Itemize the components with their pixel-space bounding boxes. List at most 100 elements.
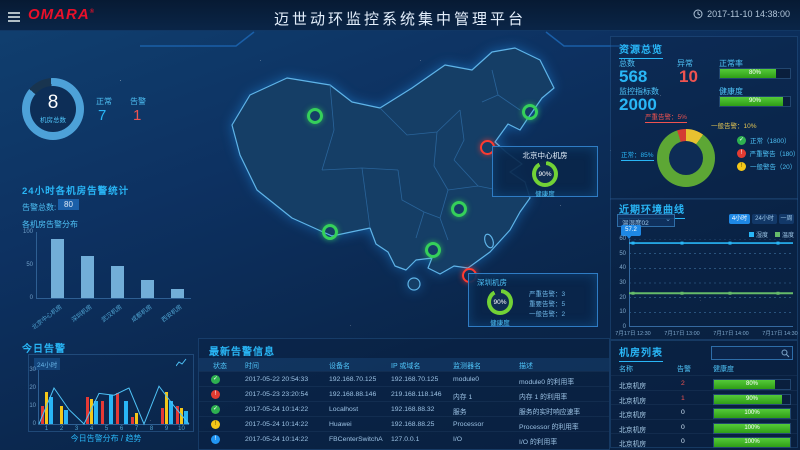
room-row[interactable]: 北京机房 0 100% bbox=[611, 418, 797, 435]
column-header: 设备名 bbox=[329, 363, 350, 370]
y-tick: 0 bbox=[29, 295, 33, 301]
x-tick: 8 bbox=[149, 426, 154, 432]
cell: 192.168.70.125 bbox=[391, 376, 439, 383]
x-tick: 7月17日 14:30 bbox=[762, 331, 798, 337]
cell: 192.168.88.146 bbox=[329, 391, 377, 398]
room-name: 北京机房 bbox=[619, 426, 647, 434]
today-chart: 0 10 20 30 1 2 3 4 5 6 7 8 9 10 bbox=[29, 367, 190, 432]
room-row[interactable]: 北京机房 0 100% bbox=[611, 433, 797, 449]
cell: module0 bbox=[453, 376, 480, 383]
today-bar bbox=[60, 406, 64, 424]
room-alarm-label: 告警 bbox=[130, 97, 146, 106]
legend-status-icon: ✓ bbox=[737, 135, 746, 145]
today-bar bbox=[116, 393, 120, 424]
room-search-input[interactable] bbox=[714, 347, 780, 359]
room-list-title: 机房列表 bbox=[619, 344, 663, 362]
table-row[interactable]: ! 2017-05-24 10:14:22 Huawei 192.168.88.25 P… bbox=[199, 416, 609, 432]
resource-donut-chart bbox=[657, 129, 715, 187]
room-row[interactable]: 北京机房 1 90% bbox=[611, 389, 797, 406]
latest-alarm-panel: 最新告警信息 状态 时间 设备名 IP 或域名 监测器名 描述 ✓ 2017-05-22 2… bbox=[198, 338, 610, 450]
header-bar: OMARA® 2017-11-10 14:38:00 bbox=[0, 0, 800, 31]
y-tick: 50 bbox=[26, 262, 33, 268]
table-row[interactable]: ✓ 2017-05-24 10:14:22 Localhost 192.168.88.… bbox=[199, 401, 609, 417]
resource-title: 资源总览 bbox=[619, 41, 663, 59]
room-row[interactable]: 北京机房 2 80% bbox=[611, 375, 797, 391]
map-marker-normal[interactable] bbox=[307, 108, 323, 124]
bar-成都机房 bbox=[141, 280, 154, 298]
x-tick: 6 bbox=[119, 426, 124, 432]
y-tick: 10 bbox=[29, 403, 36, 409]
brand-logo: OMARA® bbox=[28, 6, 96, 23]
today-bar bbox=[176, 406, 180, 424]
today-bar bbox=[64, 409, 68, 424]
beijing-health-label: 健康度 bbox=[535, 191, 555, 198]
room-total-label: 机房总数 bbox=[40, 117, 66, 124]
cell: 服务的实时响应速率 bbox=[519, 409, 581, 416]
status-critical-icon: ! bbox=[211, 390, 220, 399]
room-alarm-value: 1 bbox=[133, 107, 142, 124]
today-chart-frame bbox=[28, 354, 194, 432]
sensor-dropdown[interactable]: 温湿度02 ⌄ bbox=[617, 214, 675, 227]
cell: 2017-05-24 10:14:22 bbox=[245, 436, 309, 443]
room-name: 北京机房 bbox=[619, 441, 647, 448]
cell: 192.168.70.125 bbox=[329, 376, 377, 383]
x-tick: 7月17日 13:00 bbox=[664, 331, 700, 337]
cell: module0 的利用率 bbox=[519, 379, 575, 386]
today-bar bbox=[165, 391, 169, 424]
room-health-value: 100% bbox=[744, 424, 760, 431]
resource-abnormal-label: 异常 bbox=[677, 59, 693, 68]
shenzhen-health-donut: 90% bbox=[487, 289, 513, 315]
room-name: 北京机房 bbox=[619, 397, 647, 405]
resource-total-label: 总数 bbox=[619, 59, 635, 68]
x-tick: 2 bbox=[59, 426, 64, 432]
today-range-badge[interactable]: 24小时 bbox=[34, 358, 61, 370]
map-marker-normal[interactable] bbox=[451, 201, 467, 217]
room-alarm-count: 1 bbox=[681, 394, 685, 402]
y-tick: 30 bbox=[619, 280, 626, 286]
legend-item: ! 严重警告（180） bbox=[737, 148, 799, 158]
cell: 127.0.0.1 bbox=[391, 436, 420, 443]
donut-general-label: 一般告警：10% bbox=[711, 123, 757, 130]
cell: 219.168.118.146 bbox=[391, 391, 442, 398]
env-range-tabs: 4小时 24小时 一周 bbox=[729, 214, 795, 224]
today-bar bbox=[184, 411, 188, 424]
table-row[interactable]: ✓ 2017-05-22 20:54:33 192.168.70.125 192.16… bbox=[199, 371, 609, 387]
datetime-display: 2017-11-10 14:38:00 bbox=[693, 9, 790, 19]
resource-abnormal-value: 10 bbox=[679, 67, 698, 86]
today-bar bbox=[90, 398, 94, 424]
cell: 192.168.88.25 bbox=[391, 421, 435, 428]
map-marker-normal[interactable] bbox=[322, 224, 338, 240]
env-tab-24小时[interactable]: 24小时 bbox=[752, 214, 777, 224]
shenzhen-alarm-lines: 严重告警：3 重要告警：5 一般告警：2 bbox=[529, 291, 566, 318]
room-health-bar: 90% bbox=[713, 393, 791, 405]
cell: FBCenterSwitchA bbox=[329, 436, 383, 443]
map-marker-normal[interactable] bbox=[522, 104, 538, 120]
legend-swatch bbox=[775, 232, 781, 237]
cell: 内存 1 的利用率 bbox=[519, 394, 568, 401]
china-map[interactable] bbox=[202, 40, 602, 335]
x-tick: 4 bbox=[89, 426, 94, 432]
y-tick: 50 bbox=[619, 250, 626, 257]
room-normal-label: 正常 bbox=[96, 97, 112, 106]
menu-icon[interactable] bbox=[8, 10, 20, 24]
room-total-donut bbox=[22, 78, 84, 140]
today-caption: 今日告警分布 / 趋势 bbox=[70, 434, 142, 443]
env-tab-4小时[interactable]: 4小时 bbox=[729, 214, 750, 224]
room-health-value: 80% bbox=[745, 381, 758, 387]
search-icon[interactable] bbox=[781, 349, 790, 358]
table-row[interactable]: ! 2017-05-23 23:20:54 192.168.88.146 219.16… bbox=[199, 386, 609, 402]
cell: I/O 的利用率 bbox=[519, 439, 558, 446]
y-tick: 10 bbox=[619, 309, 626, 316]
x-tick: 9 bbox=[164, 426, 169, 432]
room-row[interactable]: 北京机房 0 100% bbox=[611, 404, 797, 420]
room-health-value: 100% bbox=[744, 439, 760, 445]
alarm24-bar-chart: 0 50 100 北京中心机房 深圳机房 武汉机房 成都机房 西安机房 bbox=[23, 229, 191, 331]
line-chart-icon[interactable] bbox=[176, 358, 187, 367]
resource-total-value: 568 bbox=[619, 67, 648, 86]
room-health-bar: 100% bbox=[713, 422, 791, 434]
map-marker-normal[interactable] bbox=[425, 242, 441, 258]
table-row[interactable]: ! 2017-05-24 10:14:22 FBCenterSwitchA 127.0… bbox=[199, 431, 609, 447]
x-tick: 10 bbox=[178, 426, 185, 432]
env-tab-一周[interactable]: 一周 bbox=[779, 214, 794, 224]
status-ok-icon: ✓ bbox=[211, 375, 220, 384]
